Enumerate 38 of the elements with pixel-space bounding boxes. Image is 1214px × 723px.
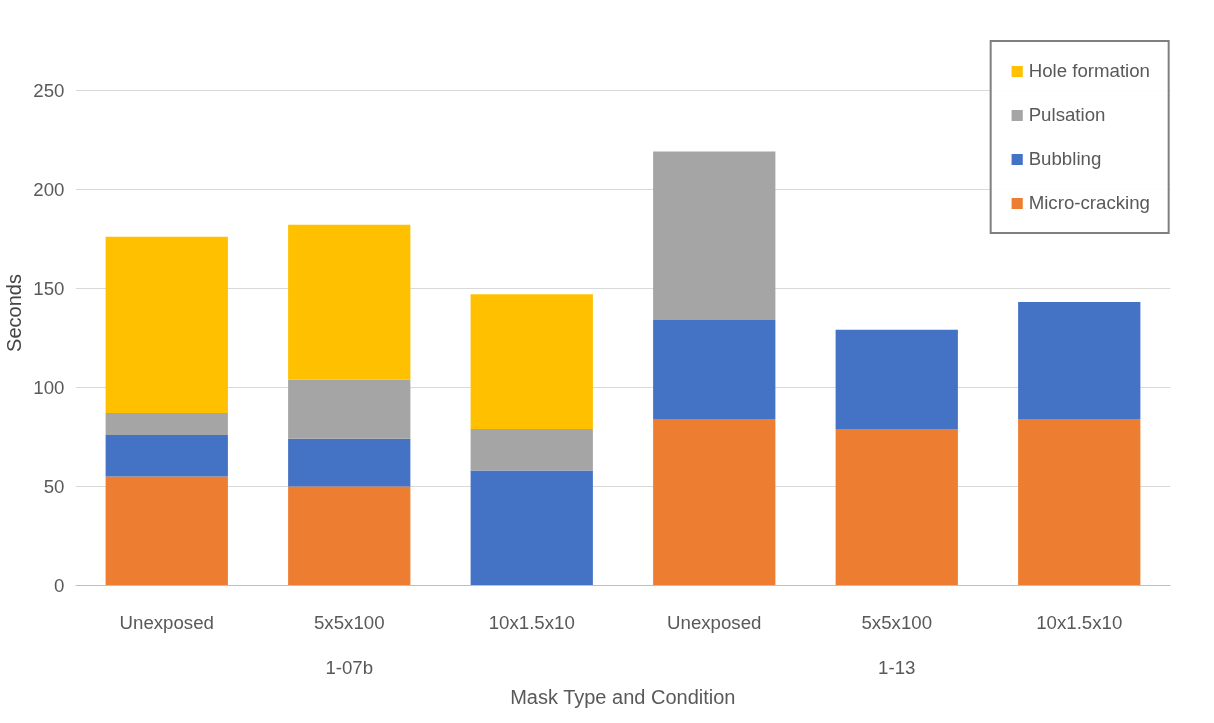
bar [470,428,593,471]
bar [653,319,776,420]
bar [288,486,411,586]
bar [470,294,593,429]
bar [653,419,776,586]
y-tick-label: 0 [54,575,65,596]
x-tick-label: 5x5x100 [313,611,385,633]
legend-label: Bubbling [1028,148,1102,170]
bar [1018,302,1141,420]
bar [105,476,228,586]
x-tick-label: Unexposed [119,611,214,633]
legend-label: Hole formation [1028,60,1150,82]
bar [288,224,411,380]
bar [1018,419,1141,586]
y-tick-label: 100 [33,376,65,398]
bar [288,438,411,487]
text: 1-07b [325,656,374,678]
bar [835,428,958,586]
bar [835,329,958,429]
y-tick-label: 50 [43,475,65,497]
y-tick-label: 250 [33,79,65,101]
bar [470,470,593,586]
y-tick-label: 150 [33,277,65,299]
y-axis-title: Seconds [3,274,26,352]
text: 1-13 [878,656,916,678]
legend-label: Micro-cracking [1028,192,1150,214]
bar [105,434,228,477]
bar [105,413,228,435]
x-tick-label: Unexposed [667,611,762,633]
y-tick-label: 200 [33,178,65,200]
x-tick-label: 10x1.5x10 [1036,611,1123,633]
x-axis-title: Mask Type and Condition [510,685,736,708]
x-tick-label: 10x1.5x10 [488,611,575,633]
bar [288,379,411,439]
legend-label: Pulsation [1028,104,1106,126]
bar [653,151,776,320]
bar [105,236,228,414]
x-tick-label: 5x5x100 [861,611,933,633]
